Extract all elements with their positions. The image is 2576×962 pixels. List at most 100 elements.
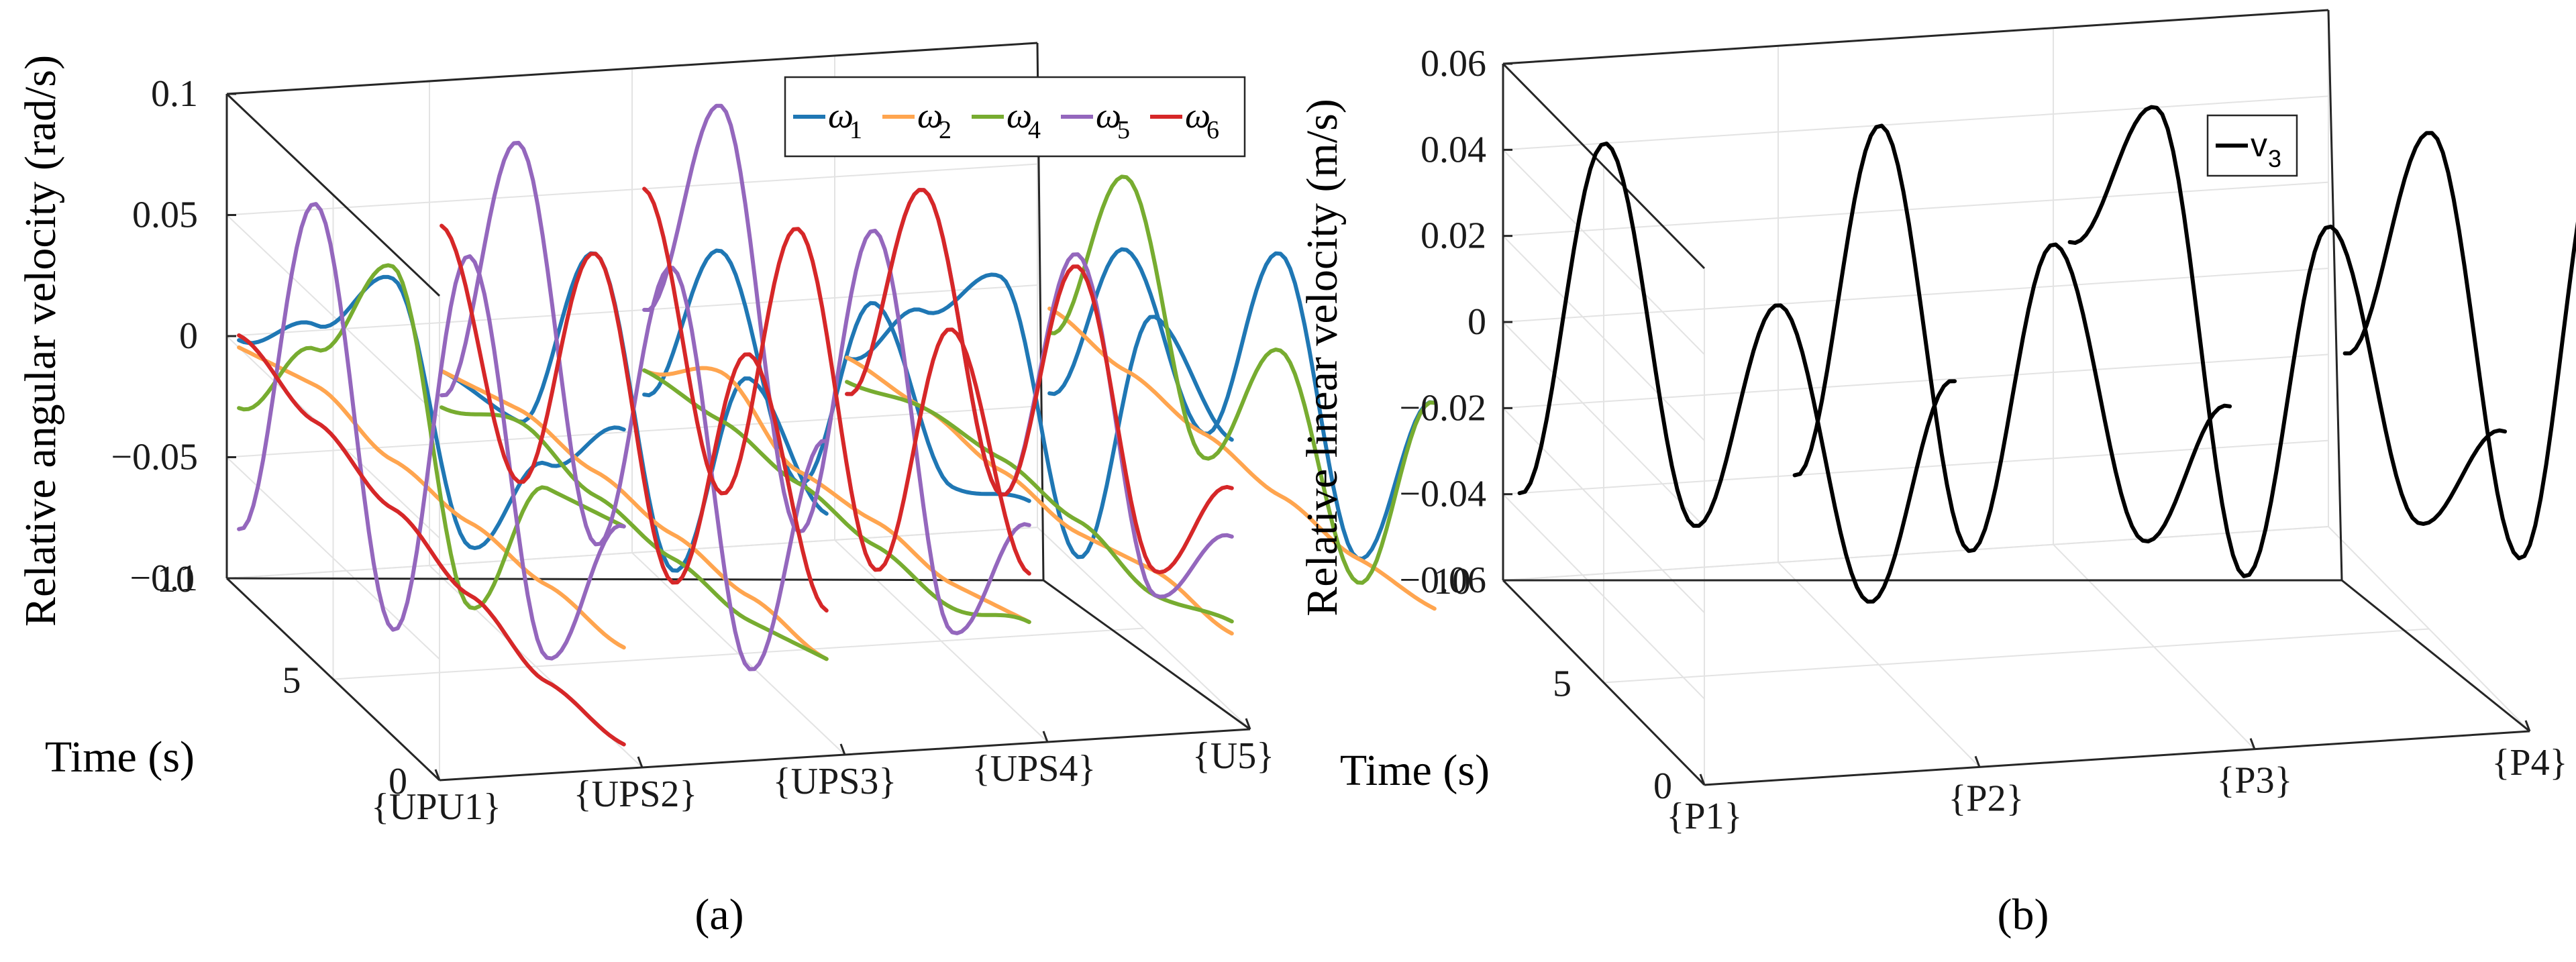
category-tick-mark: [839, 743, 846, 755]
legend-entry-subscript: 3: [2268, 145, 2281, 172]
legend-entry-label: ω: [828, 95, 854, 136]
curve-ω2-U5: [1047, 307, 1437, 611]
z-tick-label: 0.1: [151, 73, 198, 115]
curve-ω1-UPU1: [237, 274, 626, 550]
category-tick-mark: [434, 769, 441, 781]
back-wall-gridline: [1502, 354, 2329, 409]
curve-ω2-UPS2: [440, 369, 829, 661]
back-wall-gridline: [1502, 181, 2329, 237]
category-tick-label: {U5}: [1192, 735, 1274, 777]
legend-entry-label: ω: [1096, 95, 1121, 136]
category-axis-line: [1704, 730, 2530, 786]
category-tick-mark: [1042, 731, 1049, 743]
curve-ω1-UPS4: [845, 272, 1234, 559]
floor-gridline-time: [333, 627, 1144, 680]
category-tick-label: {P3}: [2217, 760, 2293, 802]
curve-ω6-UPS2: [440, 223, 829, 613]
category-tick-mark: [637, 756, 643, 768]
curve-v3-P3: [2067, 105, 2508, 578]
time-tick-label: 5: [282, 660, 301, 702]
category-tick-mark: [2249, 738, 2256, 750]
category-tick-mark: [1245, 718, 1251, 730]
curve-ω6-UPS4: [845, 188, 1234, 575]
grid: [1502, 9, 2530, 786]
curve-v3-P4: [2342, 131, 2576, 561]
floor-gridline-time: [1502, 526, 2329, 581]
category-tick-mark: [2524, 720, 2531, 732]
time-tick-label: 10: [157, 559, 195, 600]
legend: ω1 ω2 ω4 ω5 ω6: [784, 76, 1246, 158]
curve-ω5-UPS3: [642, 103, 1031, 635]
floor-gridline-time: [1603, 628, 2430, 684]
time-tick-label: 5: [1553, 663, 1572, 705]
time-axis-line: [1502, 579, 1706, 786]
time-ticks: 10 5 0: [157, 559, 407, 802]
back-wall-gridline: [1502, 95, 2329, 151]
legend-entry-label: v: [2251, 126, 2267, 164]
curve-v3-P2: [1792, 123, 2232, 553]
category-tick-label: {UPS4}: [972, 748, 1096, 790]
category-tick-mark: [1974, 755, 1981, 767]
floor-gridline-time: [226, 527, 1038, 579]
curve-ω4-U5: [1047, 174, 1437, 585]
series-curves: [1517, 105, 2576, 604]
panel-caption: (b): [1998, 890, 2049, 939]
legend-entry-label: ω: [1007, 95, 1032, 136]
back-top-edge: [1502, 9, 2329, 65]
side-top-edge: [225, 93, 441, 297]
time-axis-line: [225, 577, 441, 782]
z-tick-label: 0.04: [1421, 129, 1486, 170]
curve-v3-P1: [1517, 142, 1957, 604]
curve-ω1-U5: [1047, 247, 1437, 561]
time-tick-label: 0: [1653, 765, 1672, 807]
time-tick-label: 10: [1433, 561, 1471, 602]
curve-ω5-UPU1: [237, 202, 626, 661]
legend-entry-subscript: 6: [1206, 116, 1219, 144]
curve-ω4-UPS3: [642, 368, 1031, 625]
category-ticks: {P1} {P2} {P3} {P4}: [1667, 720, 2567, 837]
side-top-edge: [1502, 62, 1706, 270]
series-curves: [237, 103, 1437, 747]
time-ticks: 10 5 0: [1433, 561, 1672, 807]
curve-ω4-UPS2: [440, 405, 829, 661]
curve-ω2-UPU1: [237, 345, 626, 650]
z-ticks: 0.1 0.05 0 −0.05 −0.1: [111, 73, 236, 599]
right-floor-edge: [1043, 579, 1251, 731]
time-axis-label: Time (s): [45, 733, 195, 782]
z-axis-label: Relative angular velocity (rad/s): [16, 55, 65, 627]
category-tick-label: {UPU1}: [371, 786, 501, 828]
back-bottom-edge: [226, 577, 1044, 582]
time-axis-label: Time (s): [1340, 746, 1490, 795]
panel-caption: (a): [694, 890, 743, 939]
z-tick-label: −0.1: [130, 557, 198, 599]
back-right-edge: [2327, 9, 2343, 581]
back-top-edge: [226, 42, 1038, 95]
z-tick-label: −0.06: [1399, 559, 1486, 601]
z-tick-label: −0.05: [111, 437, 198, 478]
z-ticks: 0.06 0.04 0.02 0 −0.02 −0.04 −0.06: [1399, 43, 1512, 601]
z-axis-label: Relative linear velocity (m/s): [1298, 99, 1347, 617]
legend-entry-subscript: 5: [1117, 116, 1130, 144]
legend-entry-subscript: 2: [939, 116, 951, 144]
category-tick-label: {UPS3}: [773, 761, 897, 802]
legend-entry-subscript: 4: [1028, 116, 1041, 144]
z-tick-label: 0.05: [132, 195, 198, 236]
curve-ω6-UPU1: [237, 333, 626, 747]
z-tick-label: −0.04: [1399, 474, 1486, 515]
legend-entry-subscript: 1: [849, 116, 862, 144]
z-tick-label: 0: [1467, 301, 1486, 343]
z-tick-label: 0.06: [1421, 43, 1486, 85]
curve-ω2-UPS3: [642, 366, 1031, 625]
z-tick-label: 0.02: [1421, 215, 1486, 257]
category-tick-label: {UPS2}: [574, 773, 698, 815]
category-ticks: {UPU1} {UPS2} {UPS3} {UPS4} {U5}: [371, 718, 1274, 828]
z-tick-label: 0: [179, 315, 198, 357]
legend-entry-label: ω: [917, 95, 943, 136]
category-tick-mark: [1699, 773, 1706, 786]
time-tick-label: 0: [389, 761, 407, 802]
legend-entry-label: ω: [1185, 95, 1210, 136]
